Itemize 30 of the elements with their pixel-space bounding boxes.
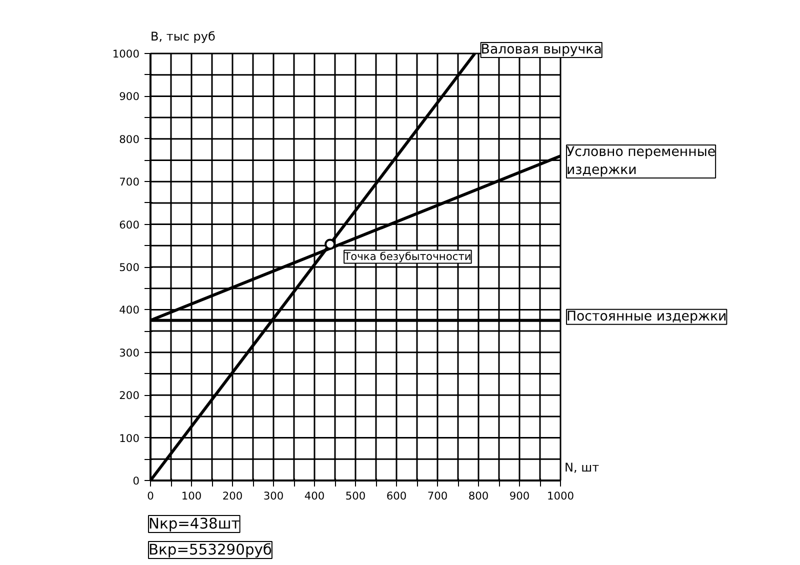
annotation: Точка безубыточности — [343, 250, 472, 264]
y-tick-label: 800 — [119, 132, 140, 146]
x-axis-title: N, шт — [564, 460, 600, 474]
y-axis-title: В, тыс руб — [150, 30, 216, 44]
text: Nкр=438шт — [148, 516, 240, 532]
y-tick-label: 900 — [119, 90, 140, 104]
text: Вкр=553290руб — [148, 542, 272, 558]
x-tick-label: 300 — [263, 490, 284, 502]
y-tick-label: 400 — [119, 304, 140, 317]
x-tick-label: 500 — [345, 490, 366, 502]
y-tick-label: 200 — [119, 389, 140, 402]
y-tick-label: 300 — [119, 346, 140, 360]
x-tick-label: 400 — [304, 490, 325, 502]
x-tick-label: 1000 — [546, 490, 574, 502]
x-tick-label: 200 — [222, 490, 243, 502]
y-tick-label: 0 — [132, 474, 140, 488]
series-label: Условно переменные издержки — [566, 144, 716, 178]
series-label: Постоянные издержки — [566, 309, 727, 324]
x-tick-label: 800 — [468, 490, 489, 502]
y-tick-label: 500 — [119, 261, 140, 274]
x-tick-label: 700 — [427, 490, 448, 502]
x-tick-label: 900 — [509, 490, 530, 502]
x-tick-label: 0 — [147, 490, 154, 502]
x-tick-label: 600 — [386, 490, 407, 502]
y-tick-label: 100 — [119, 432, 140, 445]
y-tick-label: 600 — [119, 218, 140, 232]
y-tick-label: 700 — [119, 176, 140, 189]
x-tick-label: 100 — [181, 490, 202, 502]
series-label: Валовая выручка — [480, 42, 602, 58]
y-tick-label: 1000 — [112, 48, 140, 60]
